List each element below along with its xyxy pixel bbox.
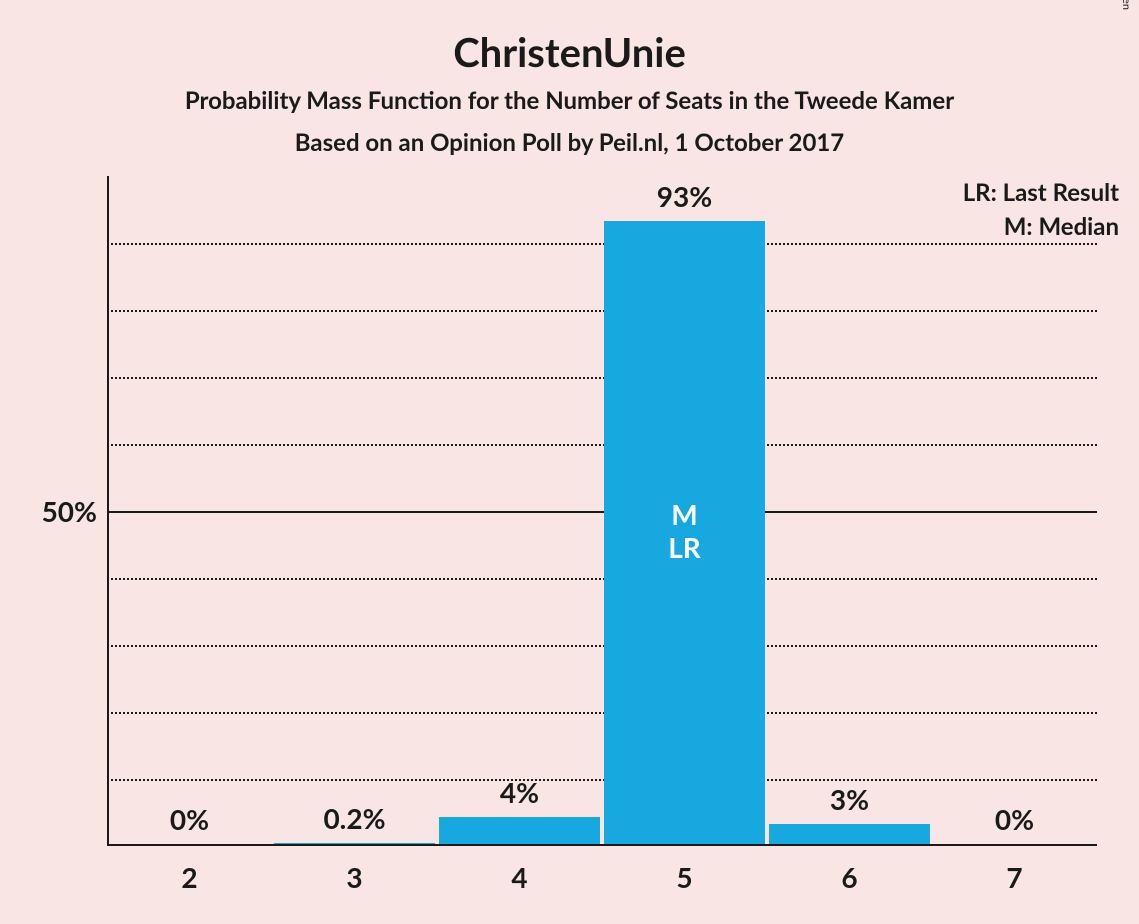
bar-3: 0.2% bbox=[274, 843, 436, 844]
chart-title: ChristenUnie bbox=[0, 28, 1139, 76]
bar-marker-labels: MLR bbox=[604, 498, 766, 562]
gridline-minor bbox=[107, 645, 1097, 647]
bar-value-label: 93% bbox=[604, 179, 766, 221]
gridline-minor bbox=[107, 578, 1097, 580]
bar-value-label: 4% bbox=[439, 775, 601, 817]
bar-5: 93%MLR bbox=[604, 221, 766, 844]
gridline-major bbox=[107, 511, 1097, 513]
x-axis-tick-label: 7 bbox=[932, 860, 1097, 894]
y-axis-tick-label: 50% bbox=[42, 494, 97, 528]
bar-value-label: 0% bbox=[934, 802, 1096, 844]
gridline-minor bbox=[107, 712, 1097, 714]
x-axis-tick-label: 4 bbox=[437, 860, 602, 894]
bar-value-label: 3% bbox=[769, 782, 931, 824]
chart-subtitle-1: Probability Mass Function for the Number… bbox=[0, 86, 1139, 115]
gridline-minor bbox=[107, 310, 1097, 312]
chart-subtitle-2: Based on an Opinion Poll by Peil.nl, 1 O… bbox=[0, 128, 1139, 157]
gridline-minor bbox=[107, 377, 1097, 379]
chart-plot-area: 0%0.2%4%93%MLR3%0% 50% 234567 bbox=[107, 176, 1097, 846]
gridline-minor bbox=[107, 444, 1097, 446]
bar-6: 3% bbox=[769, 824, 931, 844]
x-axis-tick-label: 6 bbox=[767, 860, 932, 894]
x-axis-tick-label: 5 bbox=[602, 860, 767, 894]
x-axis-tick-label: 2 bbox=[107, 860, 272, 894]
bar-value-label: 0% bbox=[109, 802, 271, 844]
gridline-minor bbox=[107, 243, 1097, 245]
bar-4: 4% bbox=[439, 817, 601, 844]
x-axis-tick-label: 3 bbox=[272, 860, 437, 894]
x-axis-line bbox=[107, 844, 1097, 846]
gridline-minor bbox=[107, 779, 1097, 781]
bar-value-label: 0.2% bbox=[274, 801, 436, 843]
copyright-text: © 2020 Filip van Laenen bbox=[1120, 0, 1133, 10]
